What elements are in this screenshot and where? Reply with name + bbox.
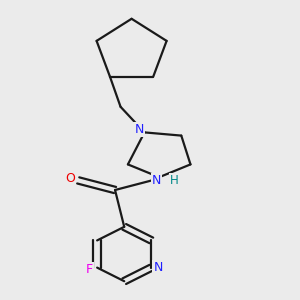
Text: N: N: [153, 261, 163, 274]
Text: F: F: [85, 263, 93, 276]
Text: O: O: [65, 172, 75, 185]
Text: N: N: [152, 174, 161, 187]
Text: N: N: [134, 123, 144, 136]
Text: H: H: [169, 174, 178, 187]
